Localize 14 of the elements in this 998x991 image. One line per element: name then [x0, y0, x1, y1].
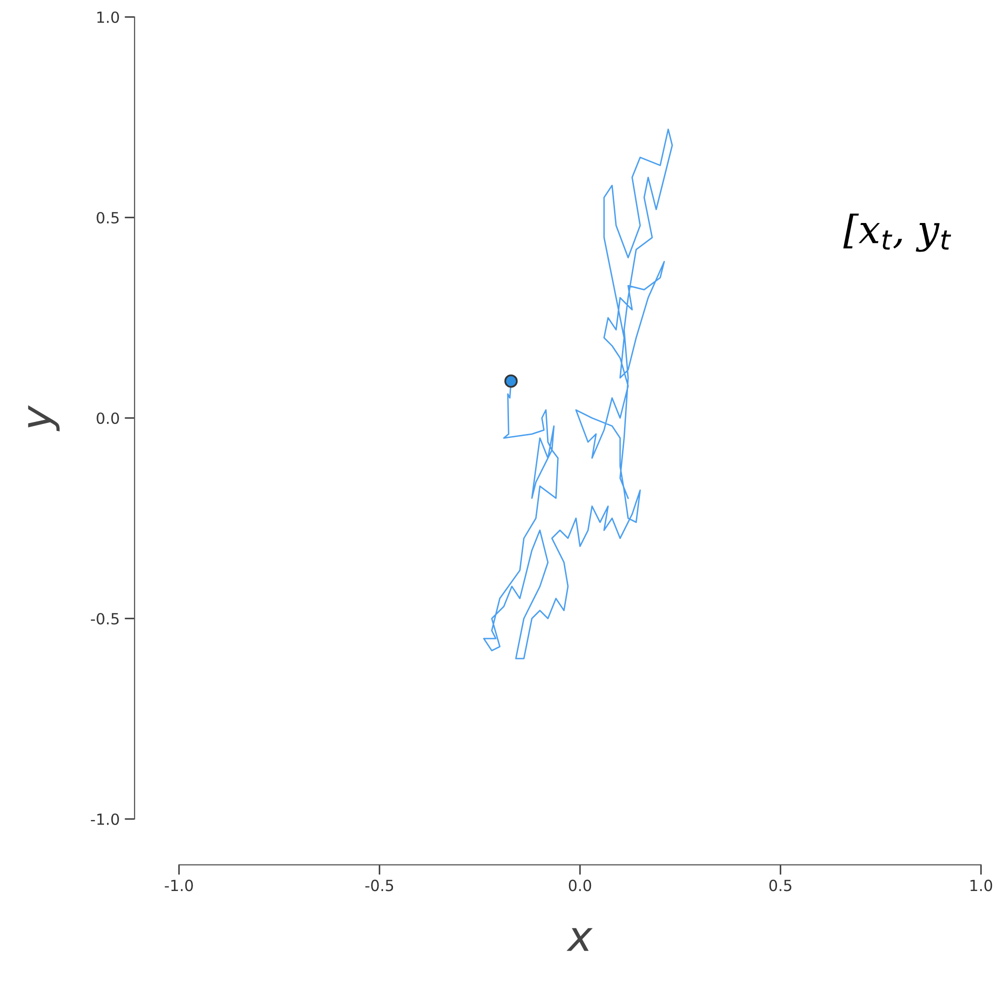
x-tick-label: -1.0: [164, 880, 193, 892]
y-axis-title: y: [28, 405, 60, 432]
y-tick-label: 1.0: [97, 11, 119, 24]
x-tick-label: 1.0: [970, 880, 992, 892]
y-tick-label: -1.0: [90, 813, 119, 826]
y-tick-label: -0.5: [90, 612, 119, 625]
x-axis-title: x: [566, 928, 593, 951]
y-tick-label: 0.0: [96, 412, 119, 424]
x-tick-label: 0.0: [568, 880, 592, 892]
y-tick-label: 0.5: [96, 212, 119, 224]
x-tick-label: 0.5: [769, 880, 792, 892]
line-series: [483, 128, 673, 660]
x-tick-label: -0.5: [365, 880, 394, 892]
annotation: [x$_{t}$, y$_{t}$: [843, 214, 952, 252]
